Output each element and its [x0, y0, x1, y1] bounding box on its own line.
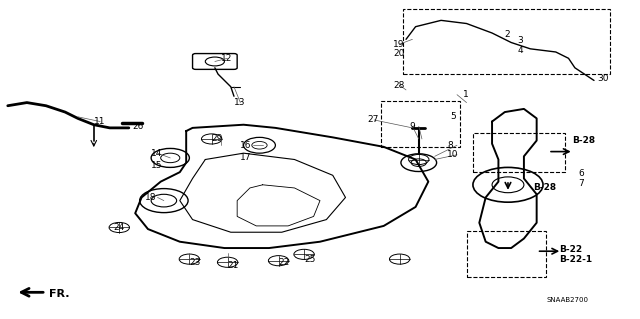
Text: B-22: B-22	[559, 245, 582, 254]
Text: 6: 6	[578, 169, 584, 178]
Text: 10: 10	[447, 150, 459, 159]
Text: FR.: FR.	[49, 289, 70, 299]
Text: 5: 5	[451, 112, 456, 121]
Text: 28: 28	[394, 81, 404, 90]
Text: 24: 24	[113, 223, 124, 232]
Text: B-28: B-28	[572, 136, 595, 145]
Bar	[403, 9, 610, 74]
Text: 26: 26	[132, 122, 143, 131]
Text: 17: 17	[241, 153, 252, 162]
Text: 2: 2	[505, 30, 511, 39]
Text: 9: 9	[409, 122, 415, 131]
Text: 18: 18	[145, 193, 156, 202]
Text: 11: 11	[94, 117, 106, 126]
Bar	[467, 231, 546, 277]
Text: 16: 16	[241, 141, 252, 150]
Text: 13: 13	[234, 98, 246, 107]
Text: 30: 30	[597, 74, 609, 83]
Text: 1: 1	[463, 90, 469, 99]
Bar	[473, 133, 565, 172]
Text: 7: 7	[578, 179, 584, 188]
Text: B-28: B-28	[534, 183, 557, 192]
Text: 14: 14	[151, 149, 163, 158]
Text: 4: 4	[518, 46, 523, 55]
Text: 8: 8	[447, 141, 453, 150]
Text: 29: 29	[212, 134, 223, 144]
Text: 15: 15	[151, 161, 163, 170]
Text: 19: 19	[394, 40, 404, 48]
Text: 21: 21	[228, 261, 239, 270]
Text: B-22-1: B-22-1	[559, 255, 592, 263]
Text: 22: 22	[278, 258, 290, 267]
Text: 12: 12	[221, 54, 232, 63]
Text: SNAAB2700: SNAAB2700	[546, 297, 588, 303]
Text: 3: 3	[518, 36, 524, 45]
Text: 23: 23	[189, 258, 201, 267]
Text: 27: 27	[368, 115, 379, 124]
Bar	[381, 101, 460, 147]
Text: 20: 20	[394, 49, 404, 58]
Text: 25: 25	[304, 255, 316, 263]
